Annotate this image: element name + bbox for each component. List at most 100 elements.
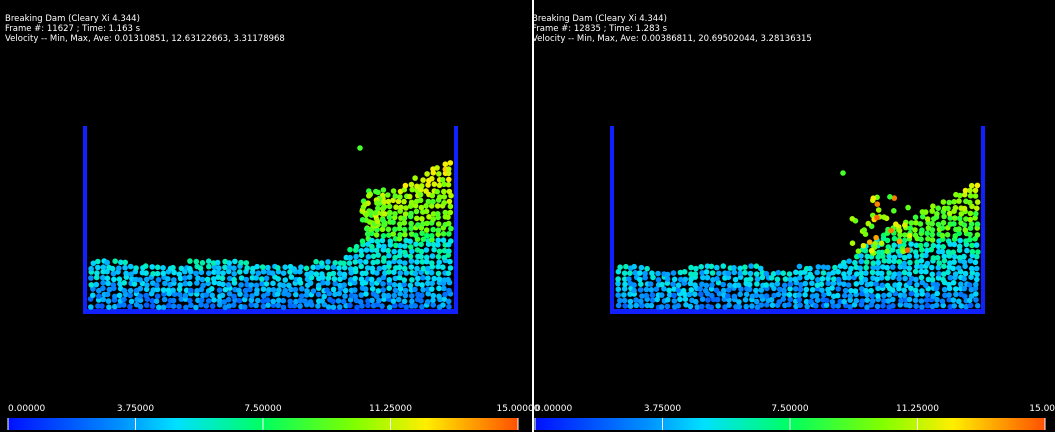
particle — [391, 282, 398, 288]
particle — [418, 204, 425, 211]
particle — [243, 292, 249, 299]
particle — [390, 231, 397, 237]
particle — [952, 271, 959, 277]
particle — [890, 296, 896, 303]
particle — [934, 254, 941, 261]
particle — [352, 259, 359, 265]
particle — [962, 187, 969, 194]
particle — [369, 297, 375, 304]
particle — [336, 290, 343, 297]
particle — [874, 276, 880, 283]
particle — [341, 282, 348, 288]
particle — [952, 205, 959, 211]
particle — [918, 258, 925, 264]
particle — [430, 216, 437, 223]
particle — [423, 208, 430, 215]
particle — [677, 269, 684, 276]
particle — [659, 292, 665, 298]
particle — [637, 276, 643, 283]
particle — [655, 270, 661, 277]
particle — [947, 274, 954, 281]
particle — [243, 260, 250, 266]
particle — [193, 258, 200, 265]
particle — [969, 269, 976, 276]
tank-wall — [610, 126, 614, 314]
particle — [408, 225, 415, 232]
particle — [446, 303, 452, 310]
particle — [940, 302, 946, 309]
frame-info: Frame #: 11627 ; Time: 1.163 s — [5, 24, 141, 34]
particle — [793, 269, 799, 276]
particle — [392, 211, 398, 217]
particle — [884, 282, 891, 289]
particle — [369, 265, 376, 272]
particle — [941, 263, 947, 270]
particle — [441, 247, 448, 254]
particle — [166, 302, 172, 309]
particle — [925, 236, 931, 242]
particle — [205, 258, 212, 265]
particle — [409, 248, 415, 254]
particle — [352, 266, 359, 272]
particle — [445, 181, 452, 188]
particle — [280, 304, 287, 311]
particle — [860, 242, 867, 249]
particle — [428, 269, 435, 276]
particle — [829, 285, 835, 291]
particle — [936, 260, 942, 266]
particle — [961, 285, 968, 292]
particle — [671, 286, 677, 292]
particle — [287, 302, 294, 309]
particle — [231, 276, 237, 283]
particle — [974, 182, 981, 189]
particle — [211, 297, 217, 303]
particle — [913, 242, 920, 249]
particle — [236, 297, 243, 304]
particle — [291, 266, 297, 272]
particle — [830, 269, 836, 276]
particle — [362, 201, 368, 208]
particle — [380, 281, 386, 287]
particle — [296, 276, 303, 283]
particle — [386, 304, 393, 311]
tank-wall — [981, 126, 985, 314]
particle — [809, 293, 816, 300]
particle — [112, 303, 118, 310]
particle — [841, 259, 847, 266]
particle — [939, 225, 946, 231]
particle — [895, 248, 902, 255]
particle — [440, 264, 446, 271]
particle — [870, 275, 876, 281]
colorbar-label: 11.25000 — [896, 404, 939, 414]
particle — [249, 293, 255, 299]
particle — [420, 265, 427, 272]
particle — [358, 252, 365, 258]
particle — [293, 298, 299, 305]
particle — [116, 302, 123, 309]
particle — [188, 287, 194, 294]
particle — [386, 260, 392, 266]
particle — [693, 298, 699, 305]
tank-wall — [454, 126, 458, 314]
particle — [639, 293, 645, 299]
particle — [220, 281, 226, 288]
particle — [835, 303, 841, 309]
particle — [417, 197, 424, 204]
particle — [975, 249, 981, 255]
particle — [401, 281, 408, 288]
particle — [313, 271, 320, 277]
particle — [870, 260, 877, 267]
particle — [918, 236, 924, 242]
particle — [386, 269, 392, 275]
particle — [675, 303, 682, 309]
particle — [434, 188, 441, 195]
particle — [972, 259, 979, 266]
particle — [298, 264, 304, 271]
particle — [898, 297, 904, 304]
particle — [803, 286, 810, 293]
particle — [412, 303, 419, 309]
particle — [796, 292, 802, 298]
particle — [703, 282, 710, 289]
particle — [763, 270, 770, 277]
particle — [797, 302, 803, 309]
